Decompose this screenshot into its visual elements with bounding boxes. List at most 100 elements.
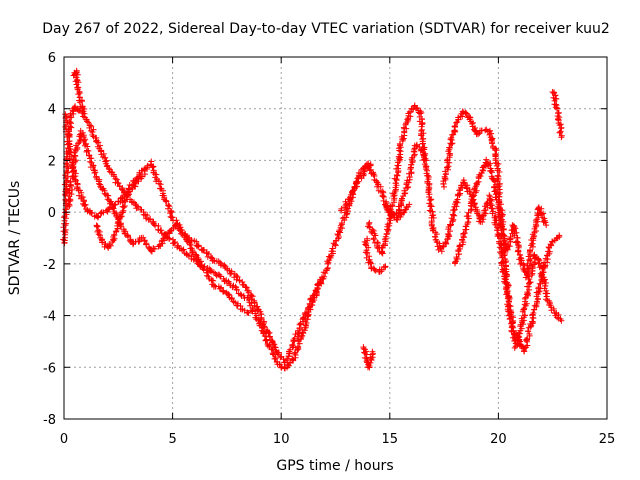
data-point [95,231,102,238]
chart-title: Day 267 of 2022, Sidereal Day-to-day VTE… [42,21,610,37]
series-track-a [60,103,374,372]
data-point [426,185,433,192]
data-point [479,213,486,220]
data-point [459,113,466,120]
data-point [91,170,98,176]
data-point [445,148,452,155]
data-point [394,172,401,179]
data-point [69,186,76,193]
data-point [262,337,269,344]
data-point [287,359,294,366]
data-point [337,222,344,229]
data-point [150,245,157,252]
data-point [195,242,202,249]
data-point [501,240,508,246]
data-point [418,109,425,116]
data-point [167,210,173,217]
data-point [521,312,528,319]
data-point [546,248,553,255]
data-point [393,172,400,178]
data-point [516,330,522,337]
data-point [69,173,76,180]
series-track-e [93,167,146,251]
x-tick-label: 0 [60,432,68,447]
data-point [377,183,384,190]
y-tick-label: -6 [43,361,56,376]
axis-ticks: 0 5 10 15 20 25 -8 -6 -4 -2 0 2 4 6 [43,51,615,447]
data-point [90,164,96,170]
y-tick-label: -8 [43,413,56,428]
data-point [210,277,217,284]
data-point [89,210,95,217]
data-point [452,123,459,129]
data-point [126,237,133,244]
data-point [96,180,102,187]
data-point [527,247,533,253]
data-point [502,276,509,283]
data-point [453,119,460,126]
data-point [431,233,438,240]
data-point [424,172,431,179]
data-point [277,354,284,361]
data-point [543,222,550,229]
data-point [125,234,131,241]
data-point [550,94,557,101]
data-point [70,156,77,163]
data-point [357,170,364,177]
data-point [171,240,177,247]
data-point [166,203,173,210]
data-point [482,127,489,134]
data-point [542,280,549,286]
data-point [331,241,338,248]
data-point [449,218,456,224]
data-point [120,204,127,211]
data-point [428,196,435,203]
data-point [501,252,508,259]
series-track-h [382,141,563,355]
data-point [200,247,207,254]
data-point [151,221,157,228]
data-point [369,348,376,355]
y-tick-label: -4 [43,310,56,325]
data-point [438,248,445,255]
data-point [526,331,533,337]
data-point [180,246,187,253]
data-point [72,78,79,85]
data-point [487,168,494,175]
data-point [391,175,398,182]
data-point [538,263,544,270]
data-point [81,137,88,144]
data-point [470,193,477,200]
data-point [461,230,468,237]
data-point [220,288,227,295]
data-point [114,179,121,186]
data-point [107,200,113,207]
data-point [505,282,512,289]
data-point [308,296,315,303]
data-point [205,251,212,257]
data-point [493,162,500,169]
data-point [160,235,167,242]
data-point [67,178,74,185]
data-point [514,238,520,245]
data-point [339,215,346,222]
data-point [507,315,514,322]
data-point [207,254,214,261]
data-point [535,296,541,303]
data-point [506,243,513,250]
x-tick-label: 5 [168,432,176,447]
data-point [300,314,307,321]
data-point [496,217,502,224]
data-point [189,250,196,257]
data-point [367,359,374,366]
data-point [477,173,484,180]
data-point [342,198,349,205]
data-point [236,277,243,284]
data-point [139,167,146,174]
data-point [393,165,400,172]
x-tick-label: 20 [490,432,507,447]
data-point [338,205,345,212]
data-point [233,287,240,293]
data-point [228,270,235,277]
data-point [367,259,374,266]
